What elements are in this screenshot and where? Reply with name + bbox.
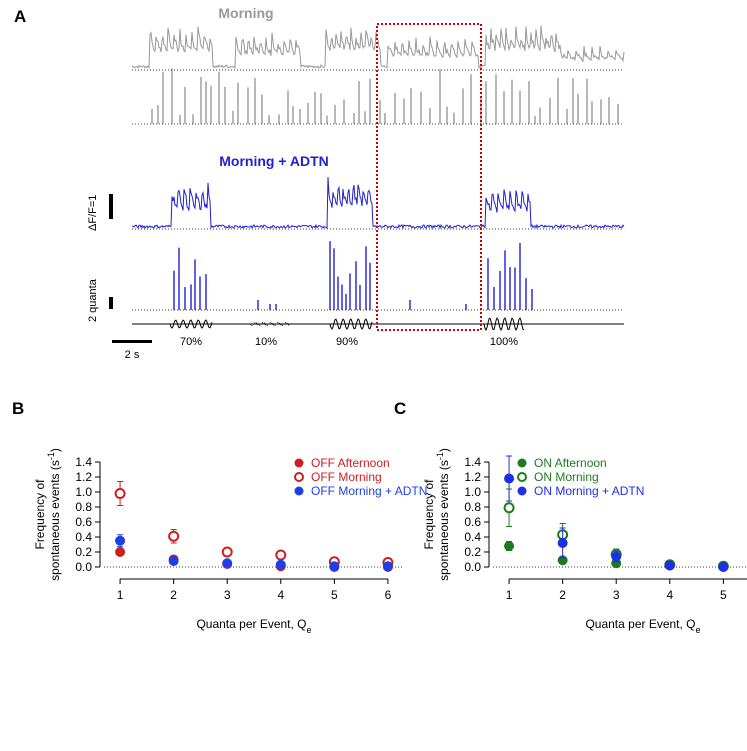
- panel-c-letter: C: [394, 399, 406, 418]
- x-tick-label: 2: [170, 588, 177, 602]
- legend-marker: [294, 472, 304, 482]
- x-tick-label: 2: [559, 588, 566, 602]
- morning-calcium-trace: [131, 25, 625, 70]
- y-tick-label: 0.2: [464, 545, 481, 559]
- y-tick-label: 0.8: [75, 500, 92, 514]
- stim-label-10: 10%: [255, 336, 277, 348]
- data-point: [115, 547, 126, 557]
- legend-label: ON Morning: [534, 470, 599, 484]
- stimulus-wave: [249, 321, 291, 327]
- time-scale-label: 2 s: [125, 349, 140, 361]
- data-point-open: [221, 546, 233, 558]
- panel-b: B 0.00.20.40.60.81.01.21.4 1 2 3 4 5 6 Quanta p…: [12, 399, 427, 635]
- y-axis-label: Frequency ofspontaneous events (s-1): [422, 448, 451, 581]
- y-tick-label: 0.0: [464, 560, 481, 574]
- adtn-title: Morning + ADTN: [219, 153, 329, 169]
- legend-label: ON Afternoon: [534, 456, 607, 470]
- y-tick-label: 0.6: [464, 515, 481, 529]
- stim-label-90: 90%: [336, 336, 358, 348]
- x-tick-label: 5: [720, 588, 727, 602]
- y-tick-label: 0.6: [75, 515, 92, 529]
- legend-label: OFF Morning: [311, 470, 382, 484]
- legend-marker: [517, 472, 527, 482]
- x-axis-label: Quanta per Event, Qe: [196, 617, 311, 635]
- data-point: [504, 473, 515, 484]
- y-tick-label: 0.8: [464, 500, 481, 514]
- y-tick-label: 0.4: [75, 530, 92, 544]
- x-tick-label: 3: [224, 588, 231, 602]
- traces: [131, 25, 625, 310]
- y-tick-label: 0.4: [464, 530, 481, 544]
- panel-a-letter: A: [14, 7, 26, 26]
- x-tick-label: 1: [506, 588, 513, 602]
- quanta-scale-label: 2 quanta: [87, 278, 99, 322]
- x-tick-label: 4: [666, 588, 673, 602]
- df-scale-label: ΔF/F=1: [87, 195, 99, 231]
- y-tick-label: 1.4: [75, 455, 92, 469]
- legend-label: ON Morning + ADTN: [534, 484, 644, 498]
- data-point: [718, 562, 729, 572]
- data-point-open: [114, 488, 126, 499]
- data-point: [115, 535, 126, 546]
- panel-a: A Morning Morning + ADTN ΔF/F=1 2 quanta…: [14, 5, 625, 361]
- data-point: [168, 556, 179, 566]
- chart-b: 0.00.20.40.60.81.01.21.4 1 2 3 4 5 6 Quanta per…: [33, 448, 427, 635]
- data-point: [382, 561, 393, 572]
- y-tick-label: 1.2: [464, 470, 481, 484]
- data-point-open: [168, 530, 180, 542]
- y-tick-label: 1.0: [464, 485, 481, 499]
- x-tick-label: 1: [117, 588, 124, 602]
- stimulus-wave: [169, 319, 213, 329]
- legend-label: OFF Morning + ADTN: [311, 484, 427, 498]
- data-point: [329, 561, 340, 572]
- stimulus-wave: [483, 317, 525, 332]
- panel-b-letter: B: [12, 399, 24, 418]
- data-point: [611, 551, 622, 562]
- y-tick-label: 1.2: [75, 470, 92, 484]
- legend-marker: [294, 486, 304, 496]
- legend-marker: [517, 458, 527, 468]
- legend-marker: [294, 458, 304, 468]
- morning-title: Morning: [218, 5, 273, 21]
- stim-label-70: 70%: [180, 336, 202, 348]
- y-tick-label: 0.0: [75, 560, 92, 574]
- y-tick-label: 1.0: [75, 485, 92, 499]
- data-point: [275, 559, 286, 570]
- data-point: [504, 541, 515, 551]
- data-point: [222, 558, 233, 569]
- x-tick-label: 6: [385, 588, 392, 602]
- y-axis-label: Frequency ofspontaneous events (s-1): [33, 448, 62, 581]
- data-point-open: [503, 502, 515, 514]
- data-point: [557, 538, 568, 548]
- x-tick-label: 4: [277, 588, 284, 602]
- data-point-open: [275, 549, 287, 561]
- df-scale-bar: [109, 194, 113, 219]
- x-axis-label: Quanta per Event, Qe: [585, 617, 700, 635]
- y-tick-label: 1.4: [464, 455, 481, 469]
- x-tick-label: 3: [613, 588, 620, 602]
- x-tick-label: 5: [331, 588, 338, 602]
- highlight-box: [376, 23, 482, 331]
- time-scale-bar: [112, 340, 152, 343]
- quanta-scale-bar: [109, 297, 113, 309]
- y-tick-label: 0.2: [75, 545, 92, 559]
- data-point: [664, 560, 675, 571]
- legend-label: OFF Afternoon: [311, 456, 390, 470]
- stim-label-100: 100%: [490, 336, 518, 348]
- legend-marker: [517, 486, 527, 496]
- stimulus-wave: [329, 318, 373, 330]
